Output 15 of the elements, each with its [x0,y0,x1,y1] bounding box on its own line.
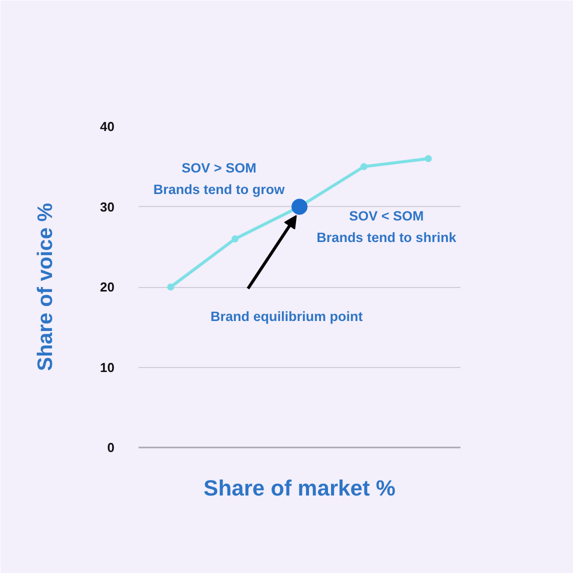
y-tick-label: 0 [107,440,115,455]
y-tick-label: 10 [100,360,115,375]
y-tick-label: 20 [100,280,115,294]
point [292,198,308,215]
y-tick-label: 40 [100,119,115,134]
y-tick-label: 30 [100,199,115,214]
point [167,284,174,290]
point [232,235,239,242]
y-axis-title: Share of voice % [34,202,58,372]
point [360,163,368,170]
annotation: Brand equilibrium point [210,309,364,324]
x-axis-title: Share of market % [204,476,396,500]
annotation: SOV < SOM Brands tend to shrink [316,208,457,246]
annotation: SOV > SOM Brands tend to grow [153,160,286,198]
point [424,155,432,162]
